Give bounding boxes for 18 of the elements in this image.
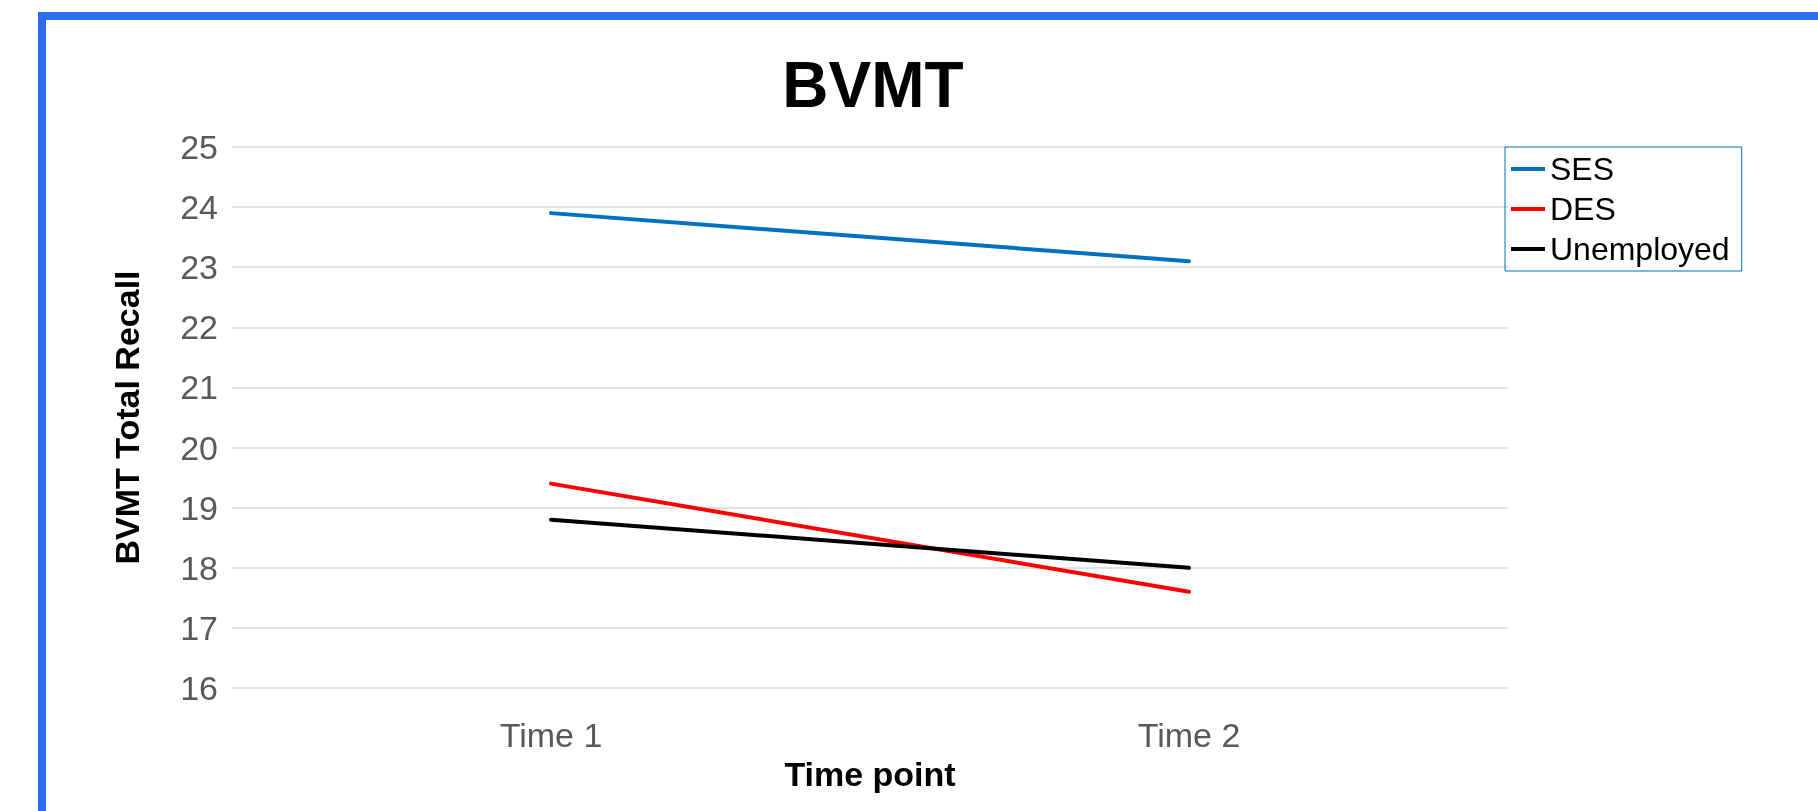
y-tick-label: 20 (180, 428, 218, 467)
y-tick-label: 16 (180, 669, 218, 707)
y-tick-label: 25 (180, 128, 218, 166)
y-tick-label: 18 (180, 548, 218, 587)
y-tick-label: 17 (180, 608, 218, 647)
y-tick-label: 24 (180, 188, 218, 227)
x-tick-label: Time 1 (499, 716, 603, 754)
y-tick-label: 19 (180, 488, 218, 527)
y-tick-label: 21 (180, 368, 218, 407)
y-tick-label: 22 (180, 308, 218, 347)
legend-label: DES (1550, 191, 1616, 227)
legend-label: Unemployed (1550, 231, 1730, 267)
legend-label: SES (1550, 151, 1615, 187)
x-tick-label: Time 2 (1137, 716, 1241, 754)
x-axis-title: Time point (784, 754, 956, 793)
y-tick-label: 23 (180, 248, 218, 287)
y-axis-title: BVMT Total Recall (108, 270, 146, 565)
chart-title: BVMT (782, 49, 964, 121)
